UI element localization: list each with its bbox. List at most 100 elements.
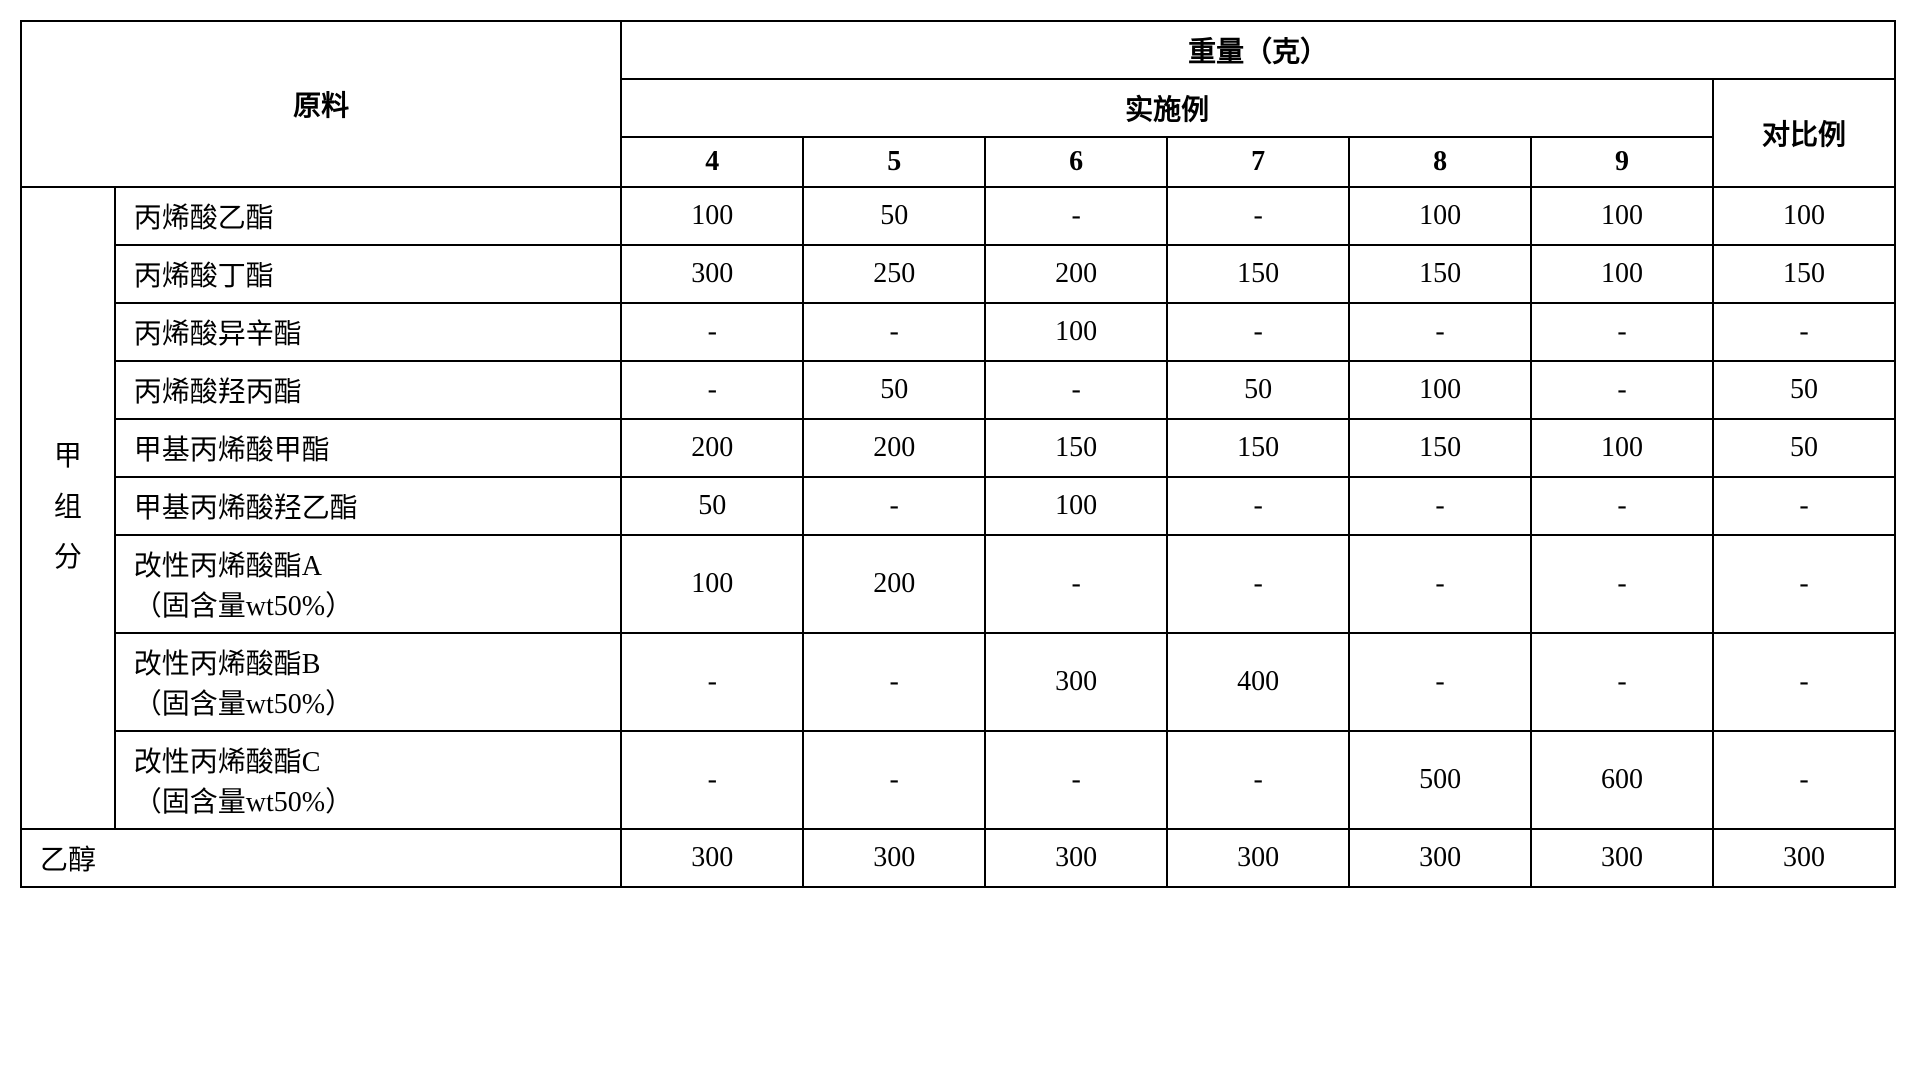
data-cell: - — [985, 361, 1167, 419]
data-cell: 100 — [621, 535, 803, 633]
data-cell: 100 — [1531, 419, 1713, 477]
col-5: 5 — [803, 137, 985, 187]
data-cell: 200 — [803, 419, 985, 477]
data-cell: 100 — [985, 477, 1167, 535]
data-cell: - — [803, 477, 985, 535]
final-cell: 300 — [621, 829, 803, 887]
data-cell: - — [1531, 477, 1713, 535]
row-label: 改性丙烯酸酯B（固含量wt50%） — [115, 633, 622, 731]
data-cell: - — [803, 731, 985, 829]
embodiment-header: 实施例 — [621, 79, 1713, 137]
row-label: 甲基丙烯酸甲酯 — [115, 419, 622, 477]
data-cell: 50 — [621, 477, 803, 535]
data-cell: - — [1531, 633, 1713, 731]
row-label: 改性丙烯酸酯A（固含量wt50%） — [115, 535, 622, 633]
data-cell: - — [803, 633, 985, 731]
data-cell: 150 — [1349, 419, 1531, 477]
data-cell: 150 — [985, 419, 1167, 477]
data-cell: - — [1349, 535, 1531, 633]
data-cell: 300 — [985, 633, 1167, 731]
table-row: 丙烯酸异辛酯--100---- — [21, 303, 1895, 361]
final-cell: 300 — [1713, 829, 1895, 887]
data-cell: - — [621, 303, 803, 361]
data-cell: 100 — [1349, 361, 1531, 419]
data-cell: - — [1531, 361, 1713, 419]
row-label: 丙烯酸异辛酯 — [115, 303, 622, 361]
table-row: 甲组分丙烯酸乙酯10050--100100100 — [21, 187, 1895, 245]
data-cell: 150 — [1167, 245, 1349, 303]
data-cell: - — [1713, 633, 1895, 731]
data-cell: - — [621, 633, 803, 731]
data-cell: 100 — [621, 187, 803, 245]
row-label: 丙烯酸乙酯 — [115, 187, 622, 245]
data-cell: 100 — [1531, 187, 1713, 245]
data-cell: 50 — [803, 187, 985, 245]
data-cell: 500 — [1349, 731, 1531, 829]
data-cell: - — [1349, 303, 1531, 361]
data-cell: - — [985, 535, 1167, 633]
data-cell: 50 — [803, 361, 985, 419]
data-cell: 150 — [1713, 245, 1895, 303]
col-9: 9 — [1531, 137, 1713, 187]
data-cell: - — [1167, 303, 1349, 361]
data-cell: - — [985, 731, 1167, 829]
col-6: 6 — [985, 137, 1167, 187]
group-label: 甲组分 — [21, 187, 115, 829]
data-cell: - — [1167, 187, 1349, 245]
data-cell: 100 — [1713, 187, 1895, 245]
data-cell: 100 — [985, 303, 1167, 361]
data-cell: - — [1531, 303, 1713, 361]
data-cell: - — [1713, 477, 1895, 535]
materials-table: 原料 重量（克） 实施例 对比例 4 5 6 7 8 9 甲组分丙烯酸乙酯100… — [20, 20, 1896, 888]
table-row: 改性丙烯酸酯B（固含量wt50%）--300400--- — [21, 633, 1895, 731]
data-cell: 150 — [1349, 245, 1531, 303]
data-cell: 100 — [1349, 187, 1531, 245]
data-cell: 200 — [621, 419, 803, 477]
data-cell: 50 — [1713, 361, 1895, 419]
data-cell: - — [1167, 731, 1349, 829]
table-row: 甲基丙烯酸羟乙酯50-100---- — [21, 477, 1895, 535]
contrast-header: 对比例 — [1713, 79, 1895, 187]
table-row: 丙烯酸羟丙酯-50-50100-50 — [21, 361, 1895, 419]
final-row-label: 乙醇 — [21, 829, 621, 887]
row-label: 丙烯酸丁酯 — [115, 245, 622, 303]
data-cell: 150 — [1167, 419, 1349, 477]
data-cell: 100 — [1531, 245, 1713, 303]
col-7: 7 — [1167, 137, 1349, 187]
data-cell: - — [1167, 535, 1349, 633]
row-label: 改性丙烯酸酯C（固含量wt50%） — [115, 731, 622, 829]
header-row-1: 原料 重量（克） — [21, 21, 1895, 79]
data-cell: 250 — [803, 245, 985, 303]
raw-material-header: 原料 — [21, 21, 621, 187]
col-4: 4 — [621, 137, 803, 187]
row-label: 丙烯酸羟丙酯 — [115, 361, 622, 419]
data-cell: 600 — [1531, 731, 1713, 829]
data-cell: 200 — [803, 535, 985, 633]
data-cell: 50 — [1167, 361, 1349, 419]
data-cell: - — [621, 731, 803, 829]
data-cell: 50 — [1713, 419, 1895, 477]
data-cell: - — [621, 361, 803, 419]
data-cell: - — [1167, 477, 1349, 535]
final-cell: 300 — [1531, 829, 1713, 887]
table-row: 改性丙烯酸酯A（固含量wt50%）100200----- — [21, 535, 1895, 633]
table-row: 丙烯酸丁酯300250200150150100150 — [21, 245, 1895, 303]
data-cell: - — [985, 187, 1167, 245]
final-cell: 300 — [803, 829, 985, 887]
data-cell: - — [1713, 535, 1895, 633]
data-cell: 400 — [1167, 633, 1349, 731]
data-cell: - — [1349, 633, 1531, 731]
table-row: 甲基丙烯酸甲酯20020015015015010050 — [21, 419, 1895, 477]
data-cell: - — [1713, 731, 1895, 829]
weight-header: 重量（克） — [621, 21, 1895, 79]
data-cell: - — [803, 303, 985, 361]
data-cell: 300 — [621, 245, 803, 303]
row-label: 甲基丙烯酸羟乙酯 — [115, 477, 622, 535]
data-cell: - — [1531, 535, 1713, 633]
final-cell: 300 — [1167, 829, 1349, 887]
data-cell: - — [1349, 477, 1531, 535]
data-cell: - — [1713, 303, 1895, 361]
final-cell: 300 — [985, 829, 1167, 887]
table-row: 改性丙烯酸酯C（固含量wt50%）----500600- — [21, 731, 1895, 829]
col-8: 8 — [1349, 137, 1531, 187]
